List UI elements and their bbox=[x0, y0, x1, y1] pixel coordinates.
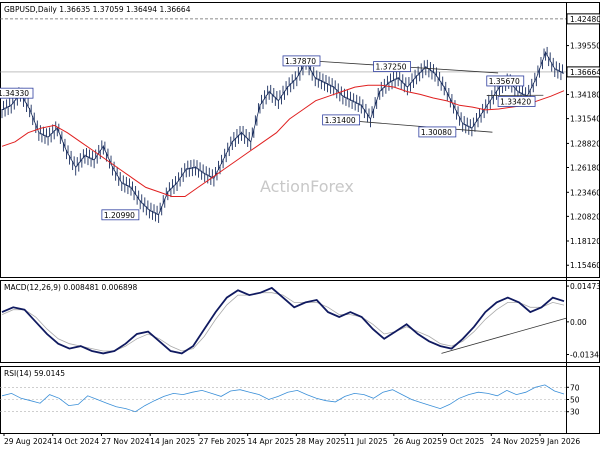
annotation-box-5 bbox=[418, 126, 457, 138]
macd-y-tick-label-0: 0.014734 bbox=[570, 282, 600, 291]
annotation-box-0 bbox=[0, 87, 34, 99]
x-tick-label-7: 11 Jul 2025 bbox=[345, 437, 388, 446]
macd-y-tick-label-2: -0.013442 bbox=[570, 350, 600, 359]
annotation-label-1: 1.20990 bbox=[104, 211, 135, 220]
price-y-tick-label-3: 1.34180 bbox=[570, 91, 600, 100]
rsi-title: RSI(14) 59.0145 bbox=[4, 369, 65, 378]
rsi-y-tick-label-2: 30 bbox=[570, 408, 580, 417]
annotation-box-1 bbox=[101, 209, 140, 221]
price-y-tick-label-7: 1.23460 bbox=[570, 188, 600, 197]
macd-title: MACD(12,26,9) 0.008481 0.006898 bbox=[4, 283, 138, 292]
price-y-tick-label-6: 1.26180 bbox=[570, 163, 600, 172]
annotation-box-7 bbox=[497, 96, 536, 107]
price-line bbox=[1, 51, 565, 216]
trendline-1 bbox=[339, 119, 493, 133]
rsi-panel-frame bbox=[0, 366, 600, 434]
x-tick-label-6: 28 May 2025 bbox=[296, 437, 345, 446]
price-y-tick-label-5: 1.28820 bbox=[570, 139, 600, 148]
x-tick-label-5: 14 Apr 2025 bbox=[248, 437, 295, 446]
watermark: ActionForex bbox=[260, 177, 354, 196]
annotation-label-2: 1.37870 bbox=[285, 57, 316, 66]
rsi-y-tick-label-0: 70 bbox=[570, 383, 580, 392]
annotation-label-7: 1.33420 bbox=[500, 97, 531, 106]
macd-y-tick-label-1: 0.00 bbox=[570, 318, 587, 327]
x-tick-label-11: 9 Jan 2026 bbox=[540, 437, 580, 446]
x-tick-label-0: 29 Aug 2024 bbox=[4, 437, 52, 446]
price-y-tick-label-0: 1.42480 bbox=[570, 15, 600, 24]
macd-line bbox=[1, 286, 565, 355]
current-price-box bbox=[566, 66, 600, 78]
annotation-label-5: 1.30080 bbox=[421, 128, 452, 137]
price-y-tick-label-1: 1.39550 bbox=[570, 42, 600, 51]
top-price-box bbox=[566, 13, 600, 25]
annotation-label-3: 1.31400 bbox=[325, 116, 356, 125]
macd-signal-line bbox=[1, 292, 565, 352]
x-tick-label-1: 14 Oct 2024 bbox=[53, 437, 100, 446]
price-y-tick-label-10: 1.15460 bbox=[570, 261, 600, 270]
x-tick-label-4: 27 Feb 2025 bbox=[199, 437, 246, 446]
macd-trendline bbox=[441, 317, 567, 354]
annotation-box-4 bbox=[373, 61, 411, 72]
x-tick-label-8: 26 Aug 2025 bbox=[394, 437, 442, 446]
price-y-tick-label-8: 1.20820 bbox=[570, 212, 600, 221]
chart-title: GBPUSD,Daily 1.36635 1.37059 1.36494 1.3… bbox=[4, 5, 191, 14]
x-tick-label-10: 24 Nov 2025 bbox=[491, 437, 539, 446]
annotation-box-2 bbox=[282, 55, 321, 67]
x-tick-label-2: 27 Nov 2024 bbox=[101, 437, 149, 446]
annotation-label-4: 1.37250 bbox=[376, 63, 407, 72]
rsi-y-tick-label-1: 50 bbox=[570, 396, 580, 405]
price-y-tick-label-2: 1.36664 bbox=[570, 68, 600, 77]
annotation-label-0: 1.34330 bbox=[0, 89, 29, 98]
annotation-box-6 bbox=[486, 75, 525, 87]
rsi-line bbox=[1, 384, 565, 413]
annotation-label-6: 1.35670 bbox=[489, 77, 520, 86]
price-panel-frame bbox=[0, 2, 600, 278]
x-tick-label-9: 9 Oct 2025 bbox=[443, 437, 485, 446]
moving-average-line bbox=[1, 84, 565, 197]
price-y-tick-label-9: 1.18120 bbox=[570, 237, 600, 246]
price-y-tick-label-4: 1.31540 bbox=[570, 115, 600, 124]
annotation-box-3 bbox=[322, 114, 361, 126]
x-tick-label-3: 14 Jan 2025 bbox=[150, 437, 195, 446]
